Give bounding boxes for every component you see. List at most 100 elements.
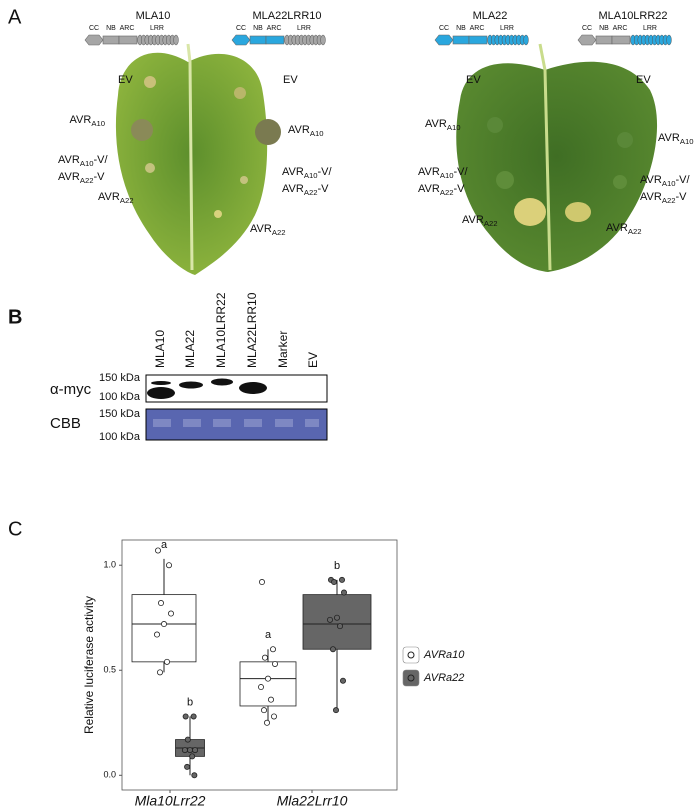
data-point: [192, 747, 199, 754]
data-point: [258, 579, 265, 586]
legend-point: [407, 651, 415, 659]
text-part: -V/: [94, 154, 109, 166]
text-part: AVR: [640, 174, 662, 186]
subscript: A10: [662, 179, 676, 188]
significance-letter: a: [265, 629, 272, 641]
leaf-photo: [115, 43, 281, 276]
subscript: A10: [304, 171, 318, 180]
panel-label: B: [8, 306, 22, 328]
domain-label: NB: [253, 25, 263, 32]
arc-domain: [611, 35, 631, 45]
annotation: AVRA10-V/: [58, 154, 109, 168]
data-point: [189, 753, 196, 760]
data-point: [271, 660, 278, 667]
construct-name: MLA22: [473, 10, 508, 22]
box: [239, 661, 297, 707]
box: [302, 594, 372, 650]
lrr-repeat: [523, 34, 529, 46]
y-tick-label: 1.0: [103, 560, 116, 570]
subscript: A22: [120, 196, 134, 205]
data-point: [157, 600, 164, 607]
legend-point: [407, 674, 415, 682]
text-part: AVR: [418, 166, 440, 178]
kda-marker: 150 kDa: [99, 372, 141, 384]
domain-label: ARC: [120, 25, 135, 32]
data-point: [267, 696, 274, 703]
construct-name: MLA22LRR10: [252, 10, 321, 22]
domain-label: NB: [599, 25, 609, 32]
annotation: AVRA10: [288, 124, 324, 138]
text-part: AVR: [70, 114, 92, 126]
construct-name: MLA10LRR22: [598, 10, 667, 22]
annotation: AVRA10: [425, 118, 461, 132]
significance-letter: a: [161, 539, 168, 551]
construct-name: MLA10: [136, 10, 171, 22]
data-point: [336, 623, 343, 630]
domain-label: LRR: [150, 25, 164, 32]
subscript: A10: [440, 171, 454, 180]
text-part: EV: [283, 74, 298, 86]
data-point: [326, 616, 333, 623]
data-point: [186, 747, 193, 754]
data-point: [261, 654, 268, 661]
stain-lanes: [153, 419, 319, 427]
lane-label: MLA10: [153, 330, 167, 368]
annotation: AVRA22-V: [282, 183, 329, 197]
data-point: [264, 675, 271, 682]
legend-label: AVRa22: [423, 672, 464, 684]
subscript: A22: [272, 228, 286, 237]
cc-domain: [231, 34, 251, 46]
data-point: [329, 646, 336, 653]
subscript: A22: [304, 188, 318, 197]
text-part: -V: [676, 191, 688, 203]
text-part: AVR: [640, 191, 662, 203]
data-point: [338, 576, 345, 583]
text-part: -V: [318, 183, 330, 195]
panel-label: C: [8, 518, 22, 540]
text-part: -V: [94, 171, 106, 183]
plot-frame: [121, 539, 398, 791]
domain-label: NB: [106, 25, 116, 32]
y-tick-label: 0.5: [103, 665, 116, 675]
annotation: AVRA10: [658, 132, 694, 146]
annotation: AVRA22-V: [58, 171, 105, 185]
text-part: AVR: [282, 166, 304, 178]
subscript: A22: [440, 188, 454, 197]
text-part: AVR: [606, 222, 628, 234]
subscript: A10: [310, 129, 324, 138]
domain-label: ARC: [613, 25, 628, 32]
lrr-repeat: [173, 34, 179, 46]
text-part: EV: [636, 74, 651, 86]
lane-label: MLA22LRR10: [245, 292, 259, 368]
lrr-repeat: [666, 34, 672, 46]
nb-domain: [249, 35, 267, 45]
annotation: EV: [118, 74, 133, 86]
data-point: [332, 707, 339, 714]
domain-label: CC: [89, 25, 99, 32]
blot-name: α-myc: [50, 381, 92, 398]
blot-bands: [147, 378, 267, 399]
box: [131, 594, 197, 663]
data-point: [156, 669, 163, 676]
annotation: AVRA22: [462, 214, 498, 228]
kda-marker: 100 kDa: [99, 431, 141, 443]
panel-label: A: [8, 6, 22, 28]
text-part: AVR: [425, 118, 447, 130]
data-point: [163, 658, 170, 665]
data-point: [153, 631, 160, 638]
annotation: AVRA10-V/: [418, 166, 469, 180]
data-point: [260, 707, 267, 714]
text-part: -V/: [318, 166, 333, 178]
significance-letter: b: [187, 696, 193, 708]
significance-letter: b: [334, 560, 340, 572]
cc-domain: [577, 34, 597, 46]
subscript: A10: [91, 119, 105, 128]
y-tick-label: 0.0: [103, 770, 116, 780]
data-point: [167, 610, 174, 617]
data-point: [333, 614, 340, 621]
kda-marker: 150 kDa: [99, 408, 141, 420]
kda-marker: 100 kDa: [99, 391, 141, 403]
text-part: -V: [454, 183, 466, 195]
domain-label: ARC: [470, 25, 485, 32]
